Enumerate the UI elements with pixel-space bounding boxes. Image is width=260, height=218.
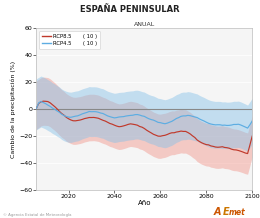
Text: E: E — [222, 207, 229, 217]
Legend: RCP8.5       ( 10 ), RCP4.5       ( 10 ): RCP8.5 ( 10 ), RCP4.5 ( 10 ) — [39, 31, 100, 49]
Text: A: A — [213, 207, 221, 217]
Text: ESPAÑA PENINSULAR: ESPAÑA PENINSULAR — [80, 5, 180, 14]
Y-axis label: Cambio de la precipitación (%): Cambio de la precipitación (%) — [11, 60, 16, 158]
Title: ANUAL: ANUAL — [134, 22, 155, 27]
X-axis label: Año: Año — [138, 200, 151, 206]
Text: © Agencia Estatal de Meteorología: © Agencia Estatal de Meteorología — [3, 213, 71, 217]
Text: met: met — [228, 208, 245, 217]
